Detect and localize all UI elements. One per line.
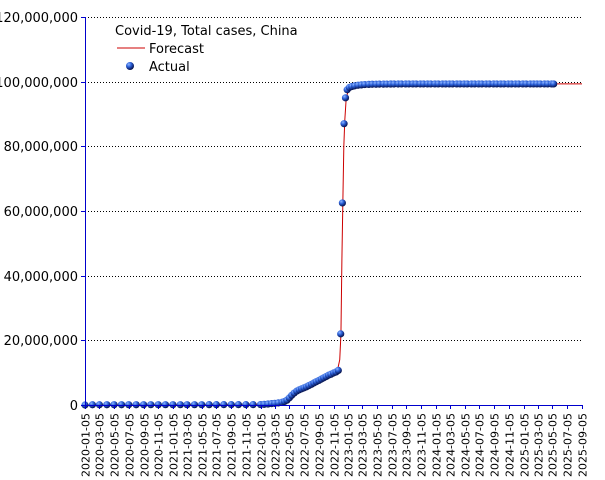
x-tick-label-29: 2024-11-05 bbox=[504, 413, 517, 477]
x-axis-tick-labels: 2020-01-05 2020-03-05 2020-05-05 2020-07-05… bbox=[80, 413, 590, 477]
x-tick-label-17: 2022-11-05 bbox=[329, 413, 342, 477]
x-tick-label-27: 2024-07-05 bbox=[474, 413, 487, 477]
actual-point-12 bbox=[169, 401, 177, 409]
x-tick-label-9: 2021-07-05 bbox=[211, 413, 224, 477]
x-tick-label-3: 2020-07-05 bbox=[124, 413, 137, 477]
x-tick-label-10: 2021-09-05 bbox=[226, 413, 239, 477]
x-tick-label-30: 2025-01-05 bbox=[519, 413, 532, 477]
legend-actual-label: Actual bbox=[149, 60, 190, 75]
x-tick-label-28: 2024-09-05 bbox=[489, 413, 502, 477]
x-tick-label-0: 2020-01-05 bbox=[80, 413, 93, 477]
x-tick-label-23: 2023-11-05 bbox=[416, 413, 429, 477]
x-tick-label-20: 2023-05-05 bbox=[372, 413, 385, 477]
actual-point-57 bbox=[341, 94, 350, 102]
y-axis-tick-labels: 0 20,000,000 40,000,000 60,000,000 80,000,00… bbox=[0, 11, 78, 414]
actual-point-14 bbox=[183, 401, 191, 409]
x-tick-label-18: 2023-01-05 bbox=[343, 413, 356, 477]
actual-point-55 bbox=[338, 199, 346, 207]
actual-point-53 bbox=[334, 366, 342, 374]
x-tick-label-34: 2025-09-05 bbox=[577, 413, 590, 477]
y-tick-label-5: 100,000,000 bbox=[0, 76, 78, 91]
x-tick-label-1: 2020-03-05 bbox=[94, 413, 107, 477]
x-tick-label-22: 2023-09-05 bbox=[401, 413, 414, 477]
actual-point-10 bbox=[154, 401, 162, 409]
actual-point-15 bbox=[190, 401, 199, 409]
x-tick-label-21: 2023-07-05 bbox=[387, 413, 400, 477]
y-tick-label-4: 80,000,000 bbox=[4, 140, 78, 155]
forecast-series bbox=[84, 83, 582, 406]
actual-point-8 bbox=[139, 401, 148, 409]
x-tick-label-32: 2025-05-05 bbox=[547, 413, 560, 477]
actual-point-17 bbox=[205, 401, 213, 409]
actual-point-18 bbox=[212, 401, 220, 409]
x-tick-label-4: 2020-09-05 bbox=[139, 413, 152, 477]
actual-point-9 bbox=[147, 401, 155, 409]
legend-actual-swatch bbox=[126, 62, 134, 70]
actual-point-2 bbox=[95, 401, 104, 409]
actual-point-6 bbox=[125, 401, 133, 409]
x-tick-label-31: 2025-03-05 bbox=[533, 413, 546, 477]
x-tick-label-14: 2022-05-05 bbox=[284, 413, 297, 477]
axes bbox=[81, 17, 583, 409]
actual-series bbox=[81, 80, 558, 409]
forecast-line bbox=[84, 83, 582, 406]
x-tick-label-26: 2024-05-05 bbox=[460, 413, 473, 477]
legend: Covid-19, Total cases, China Forecast Ac… bbox=[115, 24, 298, 75]
actual-point-20 bbox=[227, 401, 235, 409]
actual-point-19 bbox=[220, 401, 228, 409]
actual-point-4 bbox=[110, 401, 118, 409]
x-tick-label-5: 2020-11-05 bbox=[153, 413, 166, 477]
actual-point-11 bbox=[161, 401, 170, 409]
actual-point-116 bbox=[550, 80, 558, 88]
y-tick-label-1: 20,000,000 bbox=[4, 334, 78, 349]
actual-point-54 bbox=[337, 330, 345, 338]
y-tick-label-6: 120,000,000 bbox=[0, 11, 78, 26]
x-tick-label-19: 2023-03-05 bbox=[357, 413, 370, 477]
x-tick-label-16: 2022-09-05 bbox=[314, 413, 327, 477]
x-tick-label-13: 2022-03-05 bbox=[270, 413, 283, 477]
actual-point-13 bbox=[176, 401, 184, 409]
actual-point-56 bbox=[340, 120, 348, 128]
x-tick-label-2: 2020-05-05 bbox=[109, 413, 122, 477]
x-tick-label-15: 2022-07-05 bbox=[299, 413, 312, 477]
x-tick-label-8: 2021-05-05 bbox=[197, 413, 210, 477]
x-tick-label-11: 2021-11-05 bbox=[241, 413, 254, 477]
actual-point-5 bbox=[117, 401, 126, 409]
actual-point-1 bbox=[88, 401, 97, 409]
chart-title: Covid-19, Total cases, China bbox=[115, 24, 298, 39]
actual-point-7 bbox=[132, 401, 140, 409]
y-tick-label-0: 0 bbox=[70, 399, 78, 414]
actual-point-3 bbox=[103, 401, 111, 409]
x-tick-label-12: 2022-01-05 bbox=[256, 413, 269, 477]
x-tick-label-33: 2025-07-05 bbox=[562, 413, 575, 477]
x-tick-label-7: 2021-03-05 bbox=[182, 413, 195, 477]
actual-point-21 bbox=[234, 401, 243, 409]
x-tick-label-6: 2021-01-05 bbox=[168, 413, 181, 477]
x-tick-label-24: 2024-01-05 bbox=[431, 413, 444, 477]
legend-forecast-label: Forecast bbox=[149, 42, 204, 57]
actual-point-23 bbox=[249, 401, 257, 409]
actual-point-16 bbox=[198, 401, 206, 409]
y-tick-label-3: 60,000,000 bbox=[4, 205, 78, 220]
x-tick-label-25: 2024-03-05 bbox=[445, 413, 458, 477]
actual-point-22 bbox=[242, 401, 250, 409]
y-tick-label-2: 40,000,000 bbox=[4, 270, 78, 285]
